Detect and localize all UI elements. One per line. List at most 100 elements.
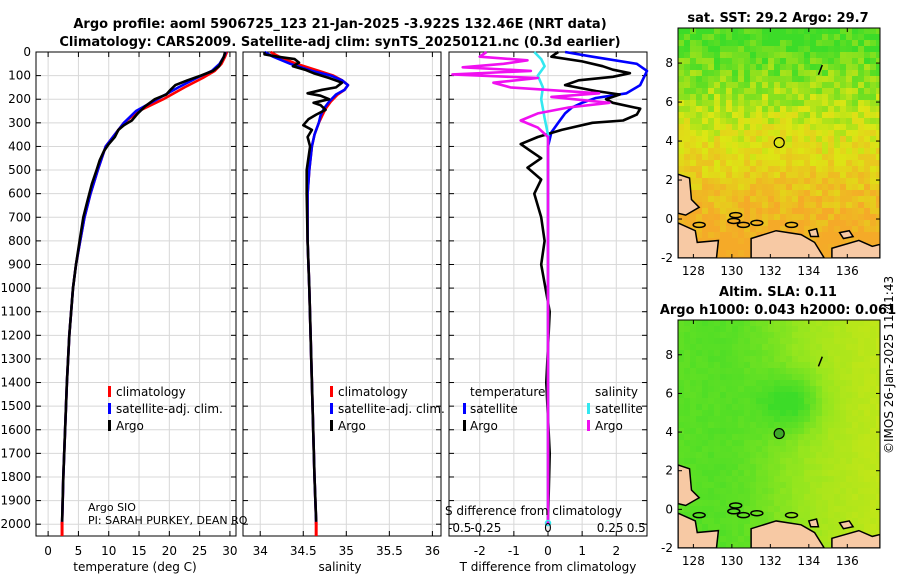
land-mass [678,464,701,507]
y-tick-label: -2 [661,541,673,555]
legend-swatch-s-1 [587,420,590,431]
s-difference-label: S difference from climatology [445,504,622,518]
s-tick-label: -0.5 [448,521,471,535]
y-tick-label: 4 [665,425,673,439]
x-tick-label: 2 [612,544,620,558]
legend-label-s-1: Argo [595,419,623,433]
x-tick-label: 10 [101,544,116,558]
x-tick-label: 134 [797,554,820,568]
y-tick-label: 1200 [0,328,31,342]
series-argo [60,51,227,522]
x-tick-label: 130 [720,554,743,568]
axes-box [242,51,442,537]
x-tick-label: 132 [759,264,782,278]
y-tick-label: 1500 [0,399,31,413]
s-tick-label: 0 [544,521,552,535]
x-tick-label: 20 [162,544,177,558]
legend-swatch-argo [330,420,333,431]
map-field [678,28,880,258]
y-tick-label: 1900 [0,494,31,508]
sst-map: 128 130 132 134 136 -2 0 2 4 6 8 [661,27,881,278]
land-mass [678,512,720,548]
x-tick-label: 36 [425,544,440,558]
x-tick-label: 128 [682,554,705,568]
legend-label-climatology: climatology [338,385,408,399]
x-tick-label: 30 [222,544,237,558]
land-mass [831,529,880,548]
legend-swatch-argo [108,420,111,431]
legend-swatch-climatology [330,386,333,397]
x-tick-label: 34 [253,544,268,558]
land-mass [838,520,855,530]
island [817,356,823,367]
island [784,511,799,519]
institution-line-2: PI: SARAH PURKEY, DEAN RO [88,514,248,527]
legend-swatch-t-0 [463,403,466,414]
float-marker [773,136,785,149]
sla-map: 128 130 132 134 136 -2 0 2 4 6 8 [661,319,881,568]
s-tick-label: 0.5 [627,521,646,535]
land-mass [807,227,820,238]
island [817,64,823,76]
y-tick-label: 500 [8,163,31,177]
legend-label-argo: Argo [116,419,144,433]
x-tick-label: 25 [192,544,207,558]
s-tick-label: 0.25 [597,521,624,535]
legend-label-climatology: climatology [116,385,186,399]
y-tick-label: 2000 [0,517,31,531]
legend-swatch-satellite-adjusted [108,403,111,414]
y-tick-label: 200 [8,92,31,106]
legend-swatch-climatology [108,386,111,397]
x-tick-label: 0 [544,544,552,558]
s-tick-label: -0.25 [470,521,501,535]
axes-box [35,51,237,537]
island [728,502,743,509]
temperature-panel: 0 5 10 15 20 25 300100200300400500600700800900… [0,45,237,558]
x-tick-label: 1 [578,544,586,558]
land-mass [678,222,720,258]
land-mass [750,229,826,258]
y-tick-label: 0 [23,45,31,59]
x-tick-label: 35.5 [376,544,403,558]
island [750,219,764,227]
x-tick-label: 128 [682,264,705,278]
difference-xlabel: T difference from climatology [459,560,637,574]
y-tick-label: 4 [665,134,673,148]
y-tick-label: 6 [665,95,673,109]
map-field [678,320,880,548]
y-tick-label: 2 [665,173,673,187]
y-tick-label: 8 [665,56,673,70]
x-tick-label: 134 [797,264,820,278]
land-mass [807,518,820,528]
y-tick-label: 800 [8,234,31,248]
map-frame [677,27,881,259]
y-tick-label: 1100 [0,305,31,319]
y-tick-label: 700 [8,210,31,224]
y-tick-label: 0 [665,502,673,516]
y-tick-label: 100 [8,69,31,83]
y-tick-label: 1000 [0,281,31,295]
island [750,509,764,517]
land-mass [750,520,826,548]
y-tick-label: 1400 [0,376,31,390]
legend-label-t-0: satellite [470,402,518,416]
x-tick-label: 136 [836,264,859,278]
y-tick-label: 1800 [0,470,31,484]
island [727,508,741,515]
salinity-xlabel: salinity [318,560,361,574]
land-mass [831,239,880,258]
legend-title-temperature: temperature [470,385,545,399]
y-tick-label: 1700 [0,446,31,460]
legend-swatch-t-1 [463,420,466,431]
island [727,217,741,225]
legend-label-t-1: Argo [470,419,498,433]
temperature-xlabel: temperature (deg C) [73,560,196,574]
y-tick-label: 1300 [0,352,31,366]
x-tick-label: 130 [720,264,743,278]
sst-map-title: sat. SST: 29.2 Argo: 29.7 [687,11,868,26]
credit-text: ©IMOS 26-Jan-2025 11:41:43 [882,276,896,454]
legend-label-satellite-adjusted: satellite-adj. clim. [116,402,223,416]
float-marker [773,427,785,440]
island [736,221,751,229]
